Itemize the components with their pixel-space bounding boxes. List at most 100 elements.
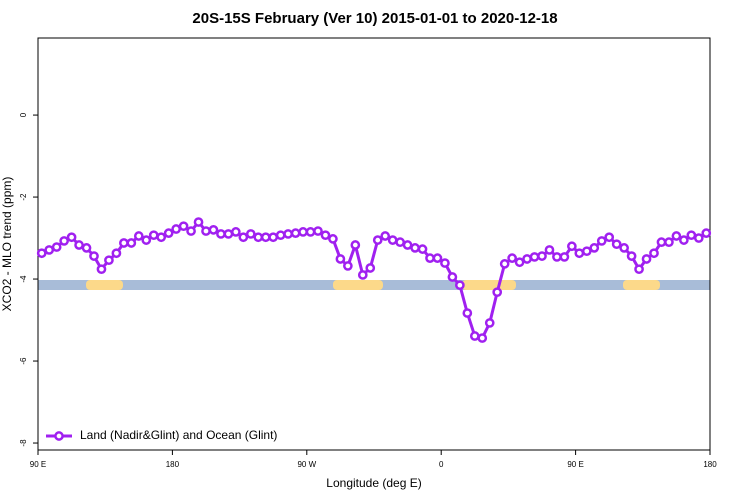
point bbox=[544, 245, 555, 255]
point bbox=[283, 229, 293, 239]
point bbox=[499, 259, 510, 269]
point bbox=[268, 232, 279, 243]
point bbox=[253, 232, 264, 243]
chart-title: 20S-15S February (Ver 10) 2015-01-01 to … bbox=[192, 10, 557, 27]
point bbox=[223, 229, 234, 239]
point bbox=[365, 263, 376, 273]
surface-strip bbox=[38, 280, 710, 290]
x-tick-label: 180 bbox=[703, 460, 717, 469]
point bbox=[671, 231, 682, 241]
point bbox=[679, 235, 689, 245]
point bbox=[626, 251, 637, 261]
point bbox=[74, 240, 84, 250]
point bbox=[455, 280, 465, 291]
point bbox=[260, 232, 271, 243]
point bbox=[66, 232, 77, 243]
point bbox=[417, 244, 428, 254]
point bbox=[51, 242, 62, 252]
point bbox=[641, 254, 652, 264]
x-tick-label: 90 W bbox=[297, 460, 316, 469]
point bbox=[81, 243, 92, 253]
point bbox=[133, 231, 144, 241]
point bbox=[141, 235, 152, 245]
point bbox=[96, 264, 107, 275]
point bbox=[552, 252, 562, 262]
point bbox=[589, 243, 600, 253]
land-strip bbox=[86, 280, 123, 290]
point bbox=[156, 232, 167, 243]
point bbox=[89, 251, 99, 261]
point bbox=[171, 224, 181, 234]
point bbox=[193, 217, 204, 227]
point bbox=[425, 253, 435, 263]
point bbox=[514, 257, 525, 268]
point bbox=[462, 308, 473, 318]
point bbox=[201, 226, 211, 236]
point bbox=[357, 270, 368, 280]
point bbox=[163, 228, 174, 238]
point bbox=[343, 261, 353, 271]
x-tick-label: 0 bbox=[439, 460, 444, 469]
point bbox=[701, 228, 712, 238]
point bbox=[604, 232, 615, 243]
point bbox=[395, 237, 405, 248]
point bbox=[432, 253, 443, 263]
point bbox=[693, 233, 704, 243]
point bbox=[402, 240, 413, 250]
point bbox=[596, 236, 607, 246]
point bbox=[59, 236, 69, 246]
point bbox=[328, 234, 338, 244]
point bbox=[529, 252, 540, 262]
point bbox=[313, 226, 323, 236]
x-tick-label: 90 E bbox=[567, 460, 583, 469]
plot-frame bbox=[37, 37, 711, 451]
point bbox=[372, 235, 383, 245]
point bbox=[119, 238, 129, 248]
point bbox=[649, 248, 659, 259]
point bbox=[380, 231, 391, 241]
point bbox=[410, 243, 420, 253]
point bbox=[484, 318, 495, 328]
point bbox=[619, 243, 629, 253]
x-axis-label: Longitude (deg E) bbox=[326, 476, 421, 490]
point bbox=[350, 240, 361, 250]
point bbox=[290, 228, 301, 238]
point bbox=[186, 226, 196, 236]
y-tick-label: -8 bbox=[19, 439, 28, 447]
point bbox=[656, 237, 667, 248]
point bbox=[507, 253, 517, 263]
land-strip bbox=[462, 280, 516, 290]
point bbox=[611, 239, 622, 250]
x-tick-label: 90 E bbox=[30, 460, 46, 469]
point bbox=[216, 229, 226, 239]
point bbox=[320, 230, 331, 241]
legend-label: Land (Nadir&Glint) and Ocean (Glint) bbox=[80, 428, 277, 442]
point bbox=[178, 221, 189, 232]
point bbox=[567, 241, 577, 252]
point bbox=[634, 264, 644, 275]
point bbox=[298, 227, 308, 237]
point bbox=[664, 237, 674, 248]
legend-marker bbox=[54, 431, 64, 441]
land-strip bbox=[623, 280, 660, 290]
point bbox=[44, 245, 55, 255]
point bbox=[36, 248, 47, 259]
x-tick-label: 180 bbox=[166, 460, 180, 469]
point bbox=[559, 252, 570, 262]
point bbox=[305, 227, 316, 237]
point bbox=[231, 227, 241, 237]
point bbox=[492, 287, 503, 298]
point bbox=[245, 229, 256, 239]
y-tick-label: -2 bbox=[19, 193, 28, 201]
y-tick-label: 0 bbox=[19, 112, 28, 117]
y-tick-label: -4 bbox=[19, 275, 28, 283]
point bbox=[581, 246, 592, 257]
y-tick-label: -6 bbox=[19, 357, 28, 365]
point bbox=[387, 235, 398, 245]
point bbox=[208, 225, 219, 235]
point bbox=[537, 251, 547, 261]
point bbox=[238, 232, 249, 243]
point bbox=[447, 272, 458, 282]
point bbox=[111, 248, 122, 259]
